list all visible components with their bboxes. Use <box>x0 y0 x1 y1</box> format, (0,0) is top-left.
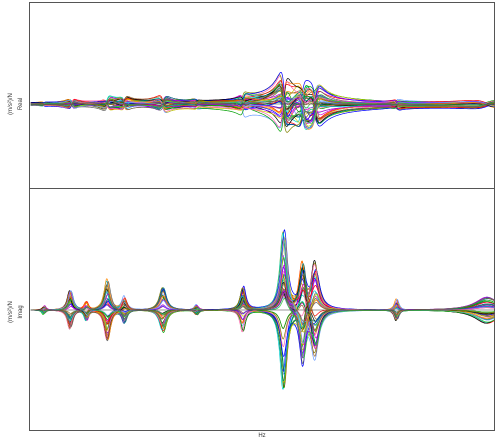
imag-series-line <box>30 286 495 375</box>
imag-series-line <box>30 238 495 344</box>
plot-frame <box>29 2 495 431</box>
imag-series-line <box>30 279 495 359</box>
imag-series-line <box>30 271 495 388</box>
imag-series-line <box>30 264 495 340</box>
imag-series-line <box>30 242 495 332</box>
x-axis-label: Hz <box>258 433 265 439</box>
real-component-group: Real <box>18 98 24 110</box>
imag-series-line <box>30 239 495 346</box>
imag-series-line <box>30 291 495 345</box>
imag-series-line <box>30 260 495 332</box>
imag-component-group: Imag <box>18 305 24 318</box>
imag-series-line <box>30 276 495 390</box>
real-ylabel-unit: (m/s²)/N <box>8 93 14 115</box>
imag-series-line <box>30 231 495 348</box>
imag-ylabel-group: (m/s²)/N <box>8 301 14 323</box>
imag-series-line <box>30 262 495 340</box>
imag-series-line <box>30 260 495 330</box>
imag-panel-curves <box>30 229 495 390</box>
imag-series-line <box>30 271 495 326</box>
imag-ylabel-unit: (m/s²)/N <box>8 301 14 323</box>
imag-series-line <box>30 289 495 365</box>
imag-series-line <box>30 284 495 375</box>
real-ylabel-component: Real <box>18 98 24 110</box>
real-ylabel-group: (m/s²)/N <box>8 93 14 115</box>
imag-ylabel-component: Imag <box>18 305 24 318</box>
imag-series-line <box>30 254 495 348</box>
real-panel-curves <box>30 71 495 133</box>
real-series-line <box>30 87 495 120</box>
imag-series-line <box>30 277 495 372</box>
imag-series-line <box>30 269 495 372</box>
imag-series-line <box>30 293 495 349</box>
imag-series-line <box>30 257 495 332</box>
imag-series-line <box>30 264 495 337</box>
imag-series-line <box>30 237 495 333</box>
real-series-line <box>30 94 495 123</box>
imag-series-line <box>30 287 495 367</box>
real-series-line <box>30 99 495 113</box>
imag-series-line <box>30 257 495 343</box>
